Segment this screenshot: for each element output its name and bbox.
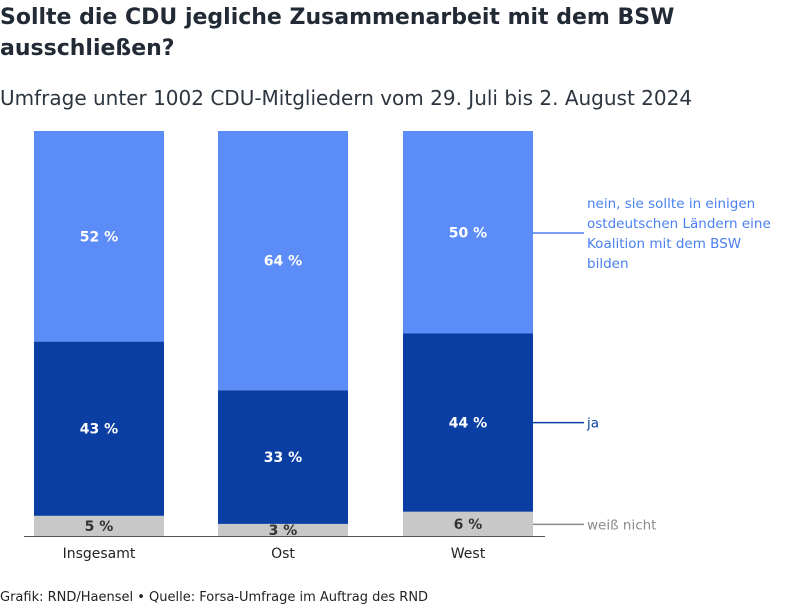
chart-title: Sollte die CDU jegliche Zusammenarbeit m… — [0, 5, 675, 61]
x-tick-label: West — [451, 546, 486, 562]
x-tick-label: Ost — [271, 546, 295, 562]
data-label: 44 % — [449, 416, 487, 432]
legend-label-ja: ja — [586, 416, 599, 432]
bar-segment-west-nein — [403, 131, 533, 334]
bar-segment-insgesamt-ja — [34, 341, 164, 516]
data-label: 64 % — [264, 254, 302, 270]
data-label: 5 % — [85, 519, 114, 535]
bar-segment-west-weiss-nicht — [403, 511, 533, 536]
data-label: 50 % — [449, 225, 487, 241]
chart-subtitle: Umfrage unter 1002 CDU-Mitgliedern vom 2… — [0, 86, 693, 110]
legend-label-nein: nein, sie sollte in einigen ostdeutschen … — [587, 196, 771, 272]
bar-segment-ost-ja — [218, 390, 348, 524]
data-label: 33 % — [264, 450, 302, 466]
data-label: 52 % — [80, 229, 118, 245]
bar-segment-insgesamt-nein — [34, 131, 164, 342]
data-label: 6 % — [454, 517, 483, 533]
bar-segment-ost-weiss-nicht — [218, 523, 348, 537]
bar-segment-ost-nein — [218, 131, 348, 391]
stacked-bar-chart: 5 % 43 % 52 % 3 % 33 % 64 % 6 % 44 % 50 % Insgesa… — [24, 131, 771, 562]
bar-segment-insgesamt-weiss-nicht — [34, 515, 164, 537]
bar-segment-west-ja — [403, 333, 533, 512]
legend-label-weiss-nicht: weiß nicht — [587, 517, 656, 533]
source-note: Grafik: RND/Haensel • Quelle: Forsa-Umfr… — [0, 590, 429, 605]
data-label: 3 % — [269, 523, 298, 539]
x-tick-label: Insgesamt — [63, 546, 136, 562]
data-label: 43 % — [80, 422, 118, 438]
